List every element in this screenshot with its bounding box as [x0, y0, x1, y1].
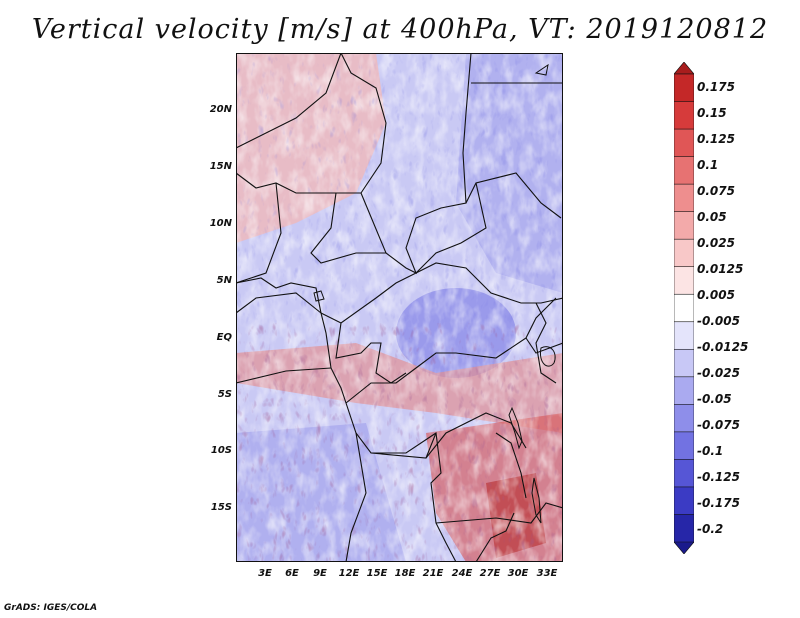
y-tick-label: 10S: [210, 445, 232, 456]
colorbar-label: -0.05: [697, 392, 732, 406]
colorbar-swatch: [674, 62, 694, 75]
x-tick-label: 9E: [313, 568, 327, 579]
colorbar-label: 0.05: [697, 210, 727, 224]
colorbar-swatch: [674, 459, 694, 488]
colorbar-swatch: [674, 101, 694, 130]
colorbar-swatch: [674, 486, 694, 516]
colorbar-swatch: [674, 156, 694, 185]
footer-credit: GrADS: IGES/COLA: [4, 603, 98, 613]
colorbar-swatch: [674, 238, 694, 268]
colorbar-label: 0.125: [697, 132, 735, 146]
colorbar-swatch: [674, 514, 694, 543]
colorbar-swatch: [674, 541, 694, 554]
colorbar-label: -0.075: [697, 418, 740, 432]
colorbar-swatch: [674, 348, 694, 378]
x-tick-label: 21E: [422, 568, 444, 579]
lakes: [313, 63, 556, 524]
velocity-map: [236, 53, 563, 562]
x-tick-label: 12E: [338, 568, 360, 579]
colorbar-label: -0.1: [697, 444, 724, 458]
colorbar-label: -0.0125: [697, 340, 749, 354]
x-tick-label: 24E: [451, 568, 473, 579]
y-tick-label: 5S: [217, 389, 232, 400]
colorbar-label: 0.025: [697, 236, 735, 250]
colorbar-label: 0.075: [697, 184, 735, 198]
colorbar-swatch: [674, 211, 694, 240]
x-tick-label: 3E: [258, 568, 272, 579]
colorbar-swatch: [674, 431, 694, 461]
colorbar-label: -0.175: [697, 496, 740, 510]
y-tick-label: EQ: [216, 332, 232, 343]
colorbar-label: 0.0125: [697, 262, 744, 276]
y-tick-label: 15S: [210, 502, 232, 513]
colorbar-label: 0.15: [697, 106, 727, 120]
map-frame: [236, 53, 563, 562]
y-tick-label: 5N: [216, 275, 232, 286]
x-tick-label: 33E: [536, 568, 558, 579]
chart-title: Vertical velocity [m/s] at 400hPa, VT: 2…: [31, 14, 769, 45]
y-tick-label: 10N: [209, 218, 232, 229]
colorbar-label: -0.125: [697, 470, 740, 484]
x-tick-label: 6E: [285, 568, 299, 579]
x-tick-label: 30E: [507, 568, 529, 579]
colorbar-swatch: [674, 266, 694, 296]
colorbar: [674, 62, 694, 554]
colorbar-swatch: [674, 404, 694, 433]
x-tick-label: 27E: [479, 568, 501, 579]
colorbar-label: -0.025: [697, 366, 740, 380]
colorbar-swatch: [674, 128, 694, 158]
colorbar-swatch: [674, 183, 694, 213]
colorbar-swatch: [674, 293, 694, 323]
x-tick-label: 15E: [366, 568, 388, 579]
colorbar-label: 0.175: [697, 80, 735, 94]
country-borders: [236, 53, 563, 562]
colorbar-swatch: [674, 73, 694, 103]
colorbar-label: -0.005: [697, 314, 740, 328]
colorbar-label: 0.1: [697, 158, 719, 172]
colorbar-swatch: [674, 376, 694, 406]
y-tick-label: 20N: [209, 104, 232, 115]
colorbar-swatch: [674, 321, 694, 351]
y-tick-label: 15N: [209, 161, 232, 172]
x-tick-label: 18E: [394, 568, 416, 579]
colorbar-label: -0.2: [697, 522, 724, 536]
colorbar-label: 0.005: [697, 288, 735, 302]
